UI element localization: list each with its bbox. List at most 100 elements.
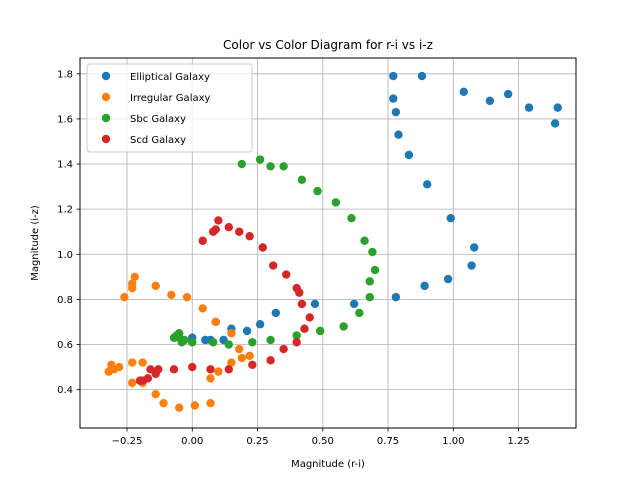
irregular-galaxy-point (227, 329, 236, 338)
x-tick-label: 0.00 (181, 436, 203, 447)
legend-label-irregular-galaxy: Irregular Galaxy (130, 93, 211, 104)
x-tick-label: 0.50 (312, 436, 334, 447)
sbc-galaxy-point (237, 159, 247, 169)
irregular-galaxy-point (206, 374, 215, 383)
scd-galaxy-point (300, 324, 309, 333)
scd-galaxy-point (206, 365, 215, 374)
legend-label-elliptical-galaxy: Elliptical Galaxy (130, 72, 210, 83)
elliptical-galaxy-point (404, 150, 414, 160)
scd-galaxy-point (258, 243, 267, 252)
x-tick-label: 0.25 (246, 436, 268, 447)
irregular-galaxy-point (190, 401, 200, 410)
elliptical-galaxy-point (271, 308, 280, 318)
irregular-galaxy-point (235, 344, 244, 354)
sbc-galaxy-point (347, 213, 356, 223)
elliptical-galaxy-point (201, 335, 210, 345)
irregular-galaxy-point (107, 360, 116, 370)
irregular-galaxy-point (130, 272, 140, 282)
scd-galaxy-point (208, 227, 218, 236)
sbc-galaxy-point (331, 198, 341, 207)
irregular-galaxy-point (128, 378, 137, 388)
irregular-galaxy-point (206, 398, 215, 408)
sbc-galaxy-point (297, 175, 307, 185)
scd-galaxy-point (169, 365, 179, 374)
elliptical-galaxy-point (349, 299, 359, 309)
elliptical-galaxy-point (391, 292, 401, 302)
elliptical-galaxy-point (469, 243, 479, 252)
elliptical-galaxy-point (242, 326, 252, 336)
scd-galaxy-point (146, 365, 155, 374)
elliptical-galaxy-point (485, 96, 495, 106)
irregular-galaxy-point (128, 358, 137, 367)
sbc-galaxy-point (248, 338, 257, 347)
irregular-galaxy-point (245, 351, 254, 361)
legend-label-sbc-galaxy: Sbc Galaxy (130, 114, 186, 125)
sbc-galaxy-point (266, 162, 275, 171)
scd-galaxy-point (198, 236, 207, 245)
elliptical-galaxy-point (503, 89, 513, 99)
irregular-galaxy-point (182, 292, 192, 302)
scd-galaxy-point (135, 376, 145, 385)
scd-galaxy-point (282, 270, 291, 279)
sbc-galaxy-point (255, 155, 265, 164)
grid-lines (80, 58, 576, 428)
y-tick-label: 1.8 (57, 69, 73, 80)
y-tick-label: 1.0 (57, 250, 73, 261)
elliptical-galaxy-point (420, 281, 429, 291)
sbc-galaxy-point (224, 340, 233, 349)
scd-galaxy-point (248, 360, 257, 370)
legend-marker-scd-galaxy (101, 134, 111, 144)
legend-marker-sbc-galaxy (101, 113, 111, 123)
scd-galaxy-point (292, 338, 301, 347)
legend-label-scd-galaxy: Scd Galaxy (130, 135, 186, 146)
irregular-galaxy-point (104, 367, 113, 376)
irregular-galaxy-point (159, 398, 168, 408)
x-tick-label: 1.00 (442, 436, 464, 447)
irregular-galaxy-point (138, 358, 147, 367)
x-tick-label: −0.25 (112, 436, 143, 447)
sbc-galaxy-point (339, 322, 348, 331)
elliptical-galaxy-point (467, 261, 476, 270)
irregular-galaxy-point (120, 292, 129, 302)
sbc-galaxy-point (370, 265, 380, 275)
irregular-galaxy-point (167, 290, 176, 300)
irregular-galaxy-point (151, 281, 160, 291)
scd-galaxy-point (224, 365, 233, 374)
y-tick-label: 1.6 (57, 114, 73, 125)
elliptical-galaxy-point (417, 71, 427, 81)
sbc-galaxy-point (292, 331, 301, 340)
sbc-galaxy-point (266, 335, 275, 345)
elliptical-galaxy-point (310, 299, 320, 309)
elliptical-galaxy-point (446, 213, 455, 223)
scd-galaxy-point (224, 223, 233, 232)
x-tick-label: 0.75 (377, 436, 399, 447)
sbc-galaxy-point (365, 277, 374, 286)
sbc-galaxy-point (175, 329, 184, 338)
axis-ticks: −0.25 0.00 0.25 0.50 0.75 1.00 1.25 0.4 0.6 0.8 1.… (57, 69, 530, 447)
sbc-galaxy-point (365, 292, 374, 302)
x-tick-label: 1.25 (507, 436, 529, 447)
irregular-galaxy-point (175, 403, 184, 412)
elliptical-galaxy-point (550, 119, 560, 128)
data-points (104, 71, 562, 412)
sbc-galaxy-point (360, 236, 369, 245)
elliptical-galaxy-point (255, 320, 265, 329)
y-tick-label: 0.4 (57, 385, 73, 396)
elliptical-galaxy-point (391, 107, 401, 117)
chart-title: Color vs Color Diagram for r-i vs i-z (223, 38, 433, 52)
elliptical-galaxy-point (443, 274, 453, 284)
elliptical-galaxy-point (553, 103, 562, 112)
irregular-galaxy-point (198, 304, 207, 313)
plot-frame (79, 57, 577, 429)
irregular-galaxy-point (151, 389, 160, 399)
y-tick-label: 0.8 (57, 295, 73, 306)
scd-galaxy-point (214, 216, 223, 225)
irregular-galaxy-point (227, 358, 236, 367)
y-axis-label: Magnitude (i-z) (30, 205, 41, 281)
sbc-galaxy-point (279, 162, 288, 171)
legend: Elliptical Galaxy Irregular Galaxy Sbc Gal… (86, 63, 253, 153)
elliptical-galaxy-point (389, 71, 398, 81)
irregular-galaxy-point (214, 367, 223, 376)
elliptical-galaxy-point (394, 130, 403, 139)
